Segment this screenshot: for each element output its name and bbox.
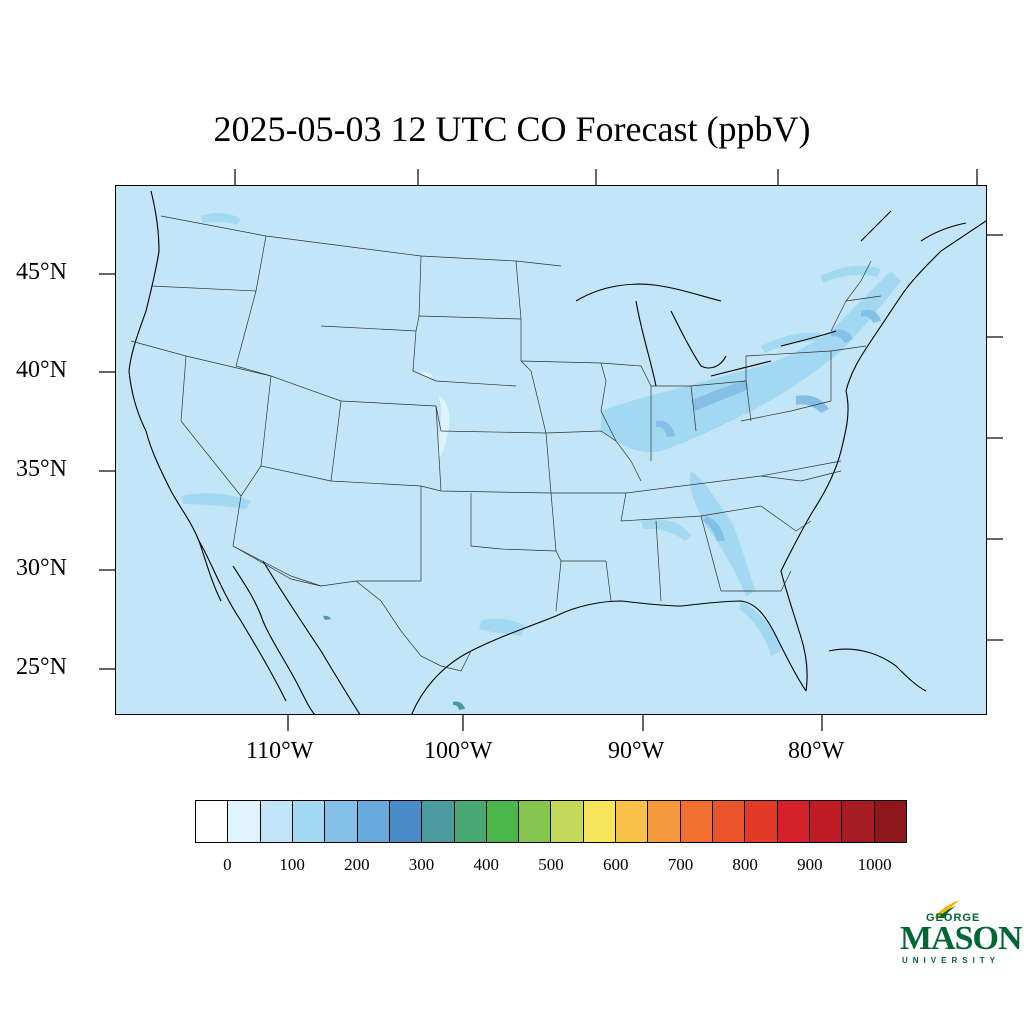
colorbar-swatch-9 (486, 801, 520, 842)
lat-label-35: 35°N (16, 456, 67, 482)
colorbar-label-500: 500 (538, 855, 564, 874)
colorbar-swatch-17 (745, 801, 778, 842)
state-boundaries (130, 215, 882, 672)
colorbar-swatch-16 (713, 801, 746, 842)
colorbar-swatch-8 (454, 801, 487, 842)
map-panel (115, 185, 987, 715)
gmu-logo: GEORGE MASON UNIVERSITY (898, 898, 1023, 968)
colorbar-swatch-10 (519, 801, 552, 842)
colorbar-label-0: 0 (223, 855, 232, 874)
colorbar-swatch-6 (389, 801, 423, 842)
colorbar-label-800: 800 (732, 855, 758, 874)
colorbar-label-1000: 1000 (857, 855, 892, 874)
colorbar-label-200: 200 (344, 855, 370, 874)
colorbar-swatch-21 (874, 801, 906, 842)
lat-label-25: 25°N (16, 654, 67, 680)
colorbar-swatch-7 (422, 801, 455, 842)
colorbar-label-700: 700 (667, 855, 694, 874)
colorbar (195, 800, 907, 843)
colorbar-swatch-5 (357, 801, 390, 842)
colorbar-label-600: 600 (602, 855, 629, 874)
colorbar-swatch-13 (616, 801, 649, 842)
us-map (116, 186, 986, 714)
colorbar-label-400: 400 (473, 855, 500, 874)
co-low-patches (421, 372, 450, 456)
colorbar-swatch-19 (809, 801, 843, 842)
colorbar-swatch-12 (583, 801, 617, 842)
lon-label-90w: 90°W (608, 738, 665, 764)
colorbar-swatch-1 (228, 801, 261, 842)
colorbar-swatch-20 (842, 801, 875, 842)
colorbar-swatch-0 (196, 801, 229, 842)
colorbar-swatch-18 (777, 801, 810, 842)
logo-line-mason: MASON (900, 920, 1023, 957)
lon-label-100w: 100°W (424, 738, 493, 764)
colorbar-label-100: 100 (279, 855, 305, 874)
coastlines (128, 190, 986, 714)
lat-label-30: 30°N (16, 555, 67, 581)
flame-icon (934, 900, 960, 918)
colorbar-swatch-3 (292, 801, 326, 842)
colorbar-swatch-11 (551, 801, 584, 842)
colorbar-label-900: 900 (797, 855, 823, 874)
co-peak-patches (323, 615, 465, 710)
lat-label-45: 45°N (16, 259, 67, 285)
colorbar-label-300: 300 (408, 855, 435, 874)
colorbar-swatch-15 (680, 801, 713, 842)
map-title: 2025-05-03 12 UTC CO Forecast (ppbV) (213, 109, 811, 149)
logo-line-george: GEORGE (926, 912, 981, 924)
lat-label-40: 40°N (16, 357, 67, 383)
co-higher-patches (656, 309, 881, 541)
lon-label-110w: 110°W (246, 738, 314, 764)
colorbar-swatch-2 (260, 801, 293, 842)
colorbar-swatch-14 (648, 801, 681, 842)
lon-label-80w: 80°W (788, 738, 845, 764)
colorbar-swatch-4 (325, 801, 358, 842)
logo-line-university: UNIVERSITY (902, 956, 1001, 965)
